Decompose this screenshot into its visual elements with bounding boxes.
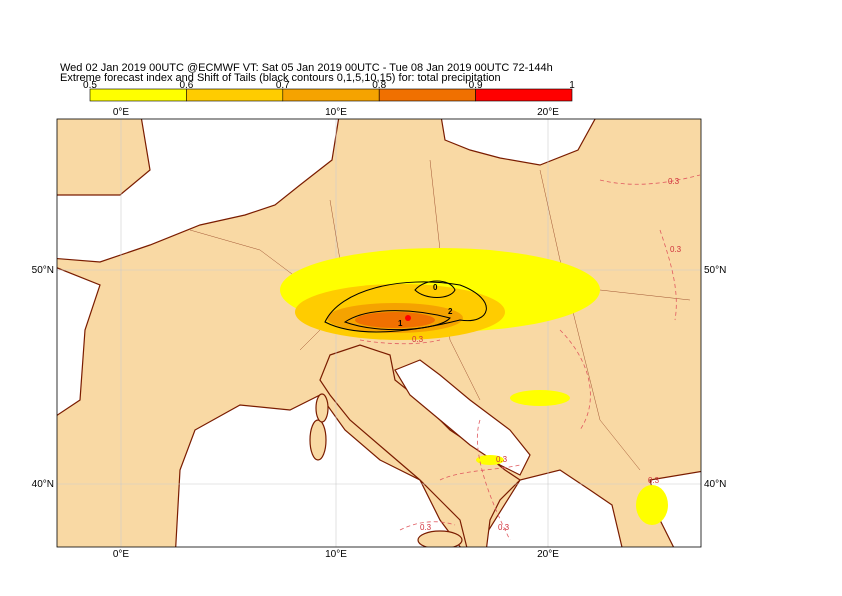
lat-label: 50°N xyxy=(704,265,726,276)
lon-label: 10°E xyxy=(325,549,347,560)
colorbar-label: 1 xyxy=(569,80,575,91)
efi-shading xyxy=(280,248,668,525)
colorbar-segment xyxy=(89,88,187,102)
lon-label: 0°E xyxy=(113,107,130,118)
efi-label: 0.3 xyxy=(412,335,424,344)
geo-labels: 0°E 10°E 20°E 0°E 10°E 20°E 50°N 40°N 50… xyxy=(32,107,727,560)
sot-label: 0 xyxy=(433,283,438,292)
colorbar: 0.5 0.6 0.7 0.8 0.9 1 xyxy=(83,80,575,102)
subtitle: Extreme forecast index and Shift of Tail… xyxy=(60,72,501,84)
map-frame xyxy=(56,118,702,548)
efi-label: 0.3 xyxy=(496,455,508,464)
colorbar-label: 0.8 xyxy=(372,80,386,91)
colorbar-segment xyxy=(282,88,380,102)
sot-label: 2 xyxy=(448,307,453,316)
colorbar-label: 0.7 xyxy=(276,80,290,91)
lat-label: 40°N xyxy=(32,479,54,490)
efi-label: 0.3 xyxy=(498,523,510,532)
lon-label: 20°E xyxy=(537,549,559,560)
map: 0.3 0.3 0.3 0.3 0.3 0.3 0.3 0 1 2 xyxy=(57,119,701,547)
colorbar-label: 0.5 xyxy=(83,80,97,91)
lon-label: 10°E xyxy=(325,107,347,118)
lat-label: 50°N xyxy=(32,265,54,276)
efi-label: 0.3 xyxy=(670,245,682,254)
title: Wed 02 Jan 2019 00UTC @ECMWF VT: Sat 05 … xyxy=(60,62,553,74)
colorbar-segment xyxy=(475,88,573,102)
efi-dashed xyxy=(359,174,701,541)
islands xyxy=(309,344,521,547)
contour-labels: 0.3 0.3 0.3 0.3 0.3 0.3 0.3 0 1 2 xyxy=(398,177,682,532)
lat-label: 40°N xyxy=(704,479,726,490)
lon-label: 0°E xyxy=(113,549,130,560)
sot-label: 1 xyxy=(398,319,403,328)
efi-label: 0.3 xyxy=(420,523,432,532)
sot-contours xyxy=(324,280,487,333)
colorbar-segment xyxy=(378,88,476,102)
adriatic xyxy=(394,359,531,476)
colorbar-label: 0.6 xyxy=(179,80,193,91)
efi-label: 0.3 xyxy=(648,476,660,485)
efi-label: 0.3 xyxy=(668,177,680,186)
colorbar-label: 0.9 xyxy=(469,80,483,91)
colorbar-segment xyxy=(186,88,284,102)
seas xyxy=(57,119,701,547)
lon-label: 20°E xyxy=(537,107,559,118)
